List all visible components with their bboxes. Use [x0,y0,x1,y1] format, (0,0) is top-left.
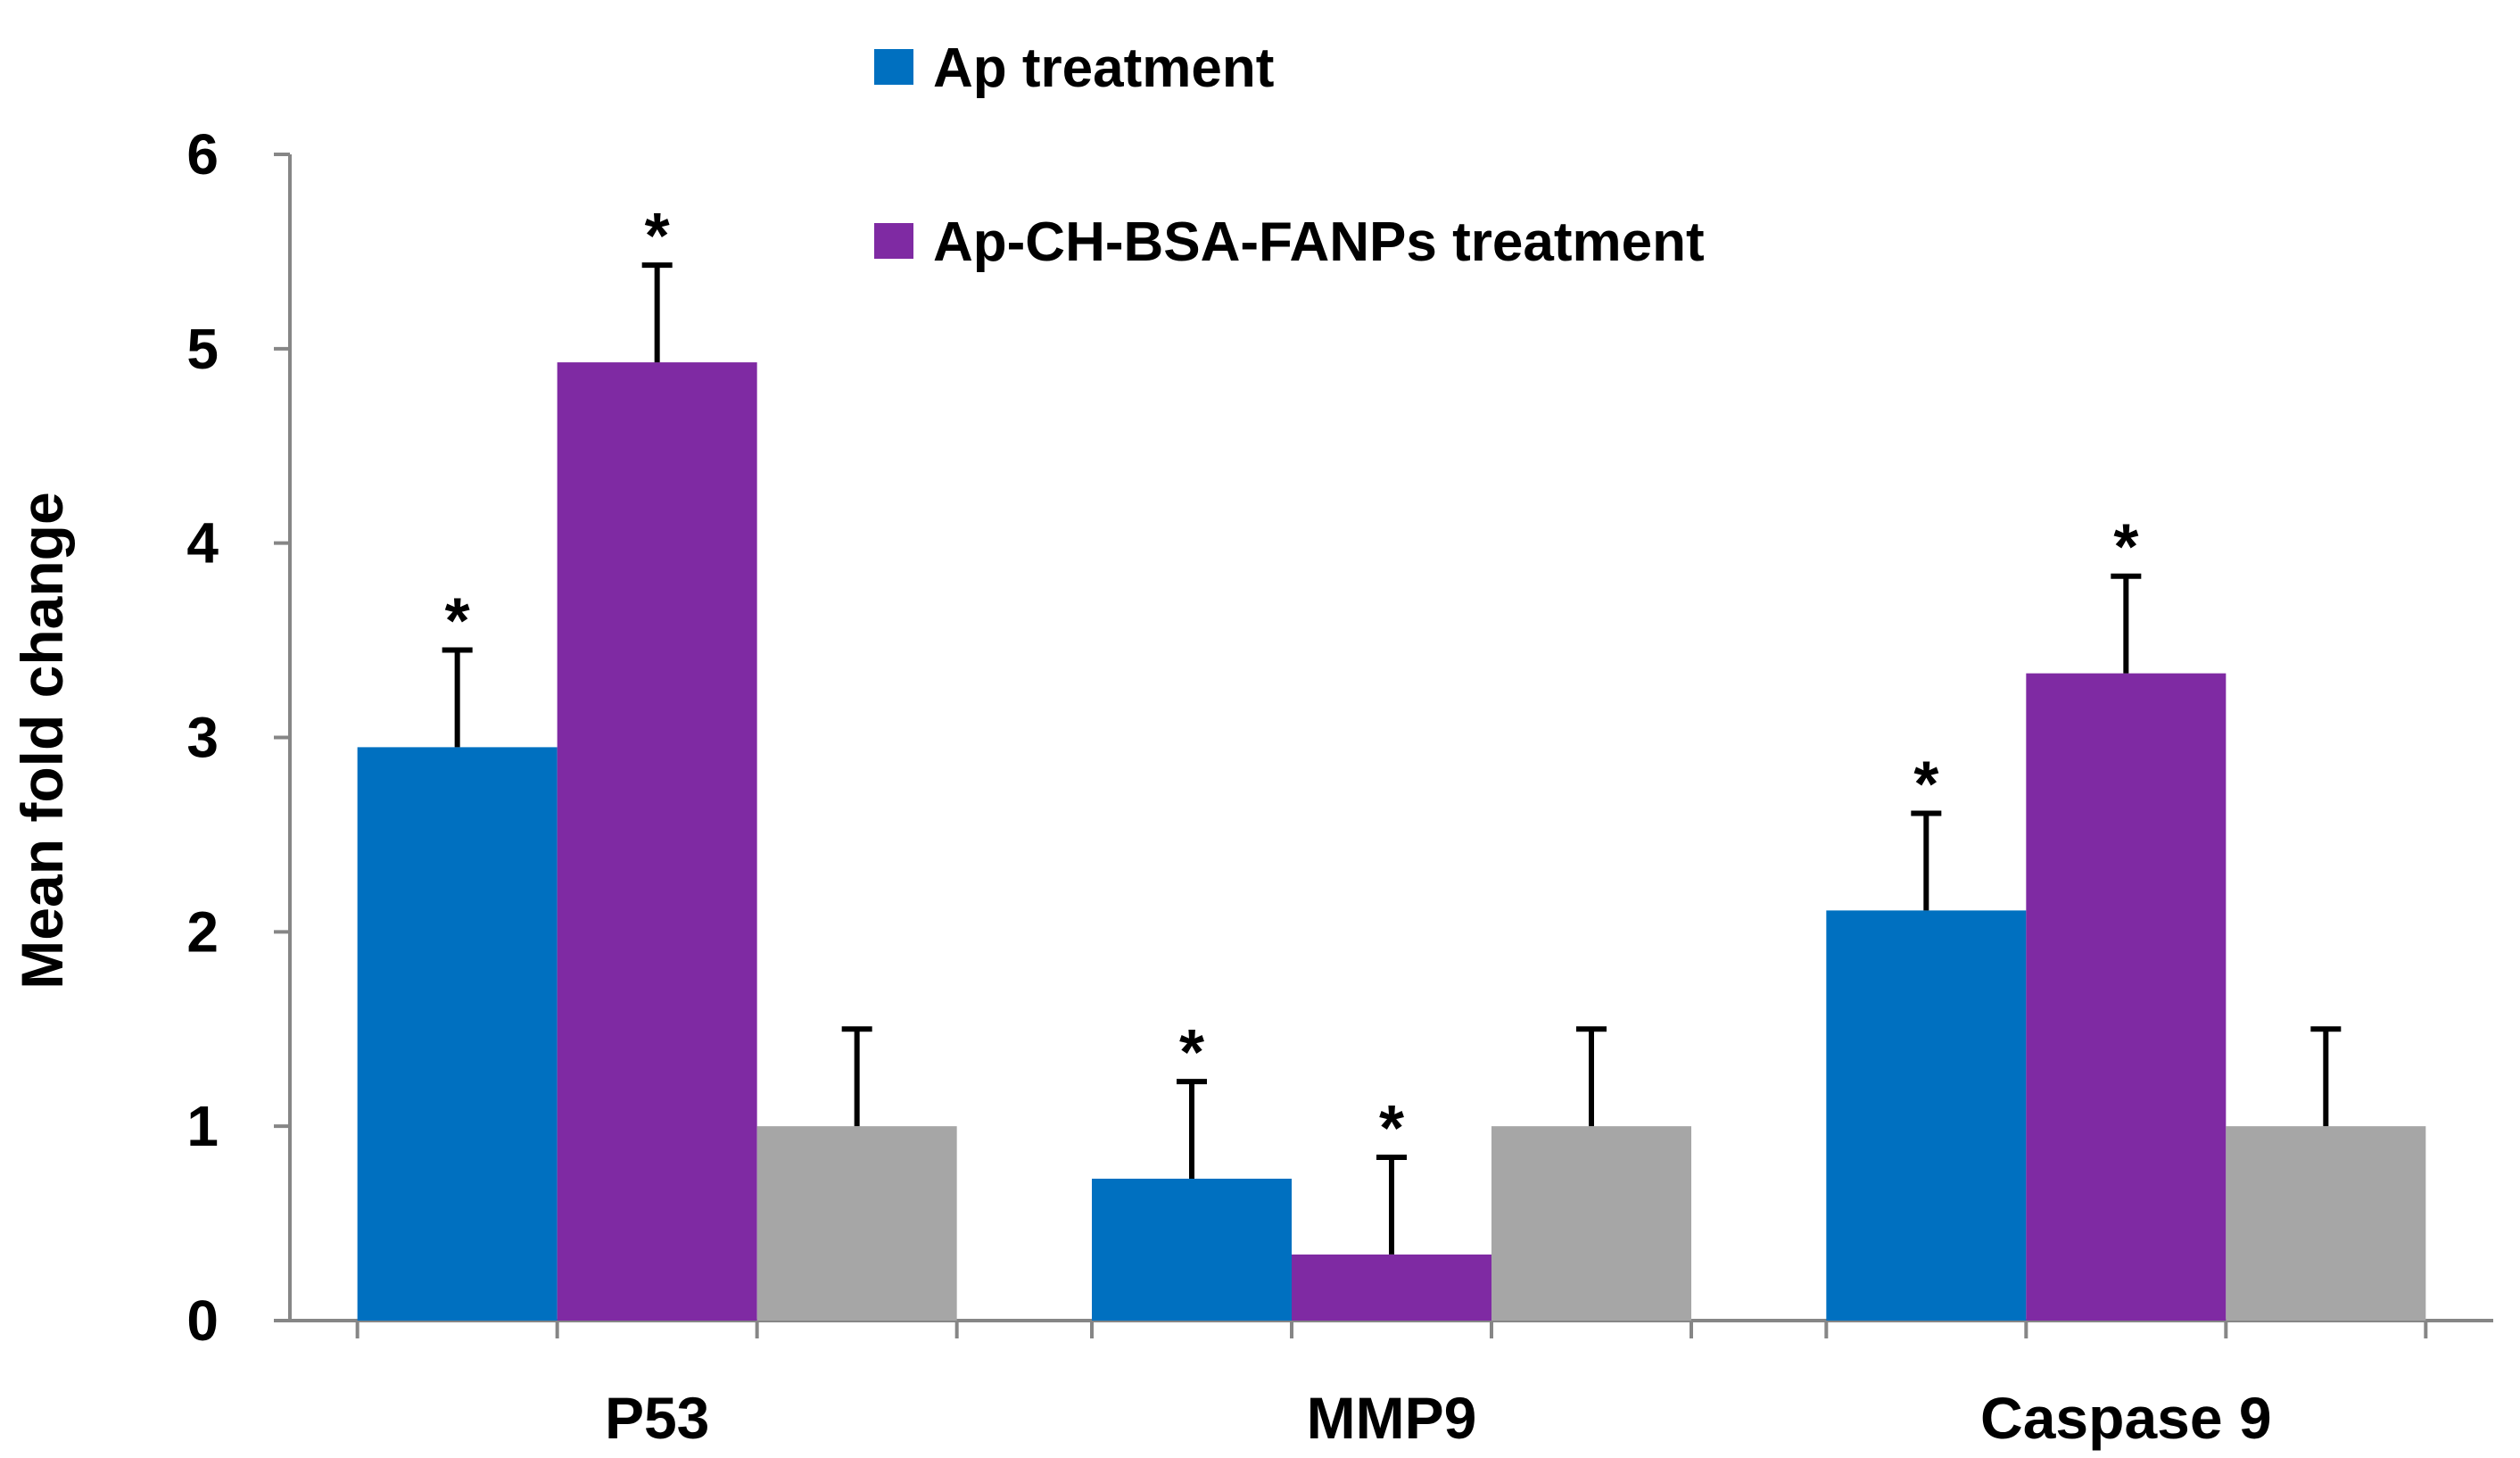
bar [1292,1254,1491,1321]
bar [357,747,558,1321]
y-tick-label: 0 [186,1288,219,1353]
bar [1826,910,2027,1321]
significance-mark: * [1379,1093,1404,1164]
y-tick-label: 1 [186,1094,219,1158]
bars: * * * * * * [357,201,2426,1321]
tick-labels: 0 1 2 3 4 5 6 P53 MMP9 Caspase 9 [186,122,2271,1451]
y-tick-label: 6 [186,122,219,186]
significance-mark: * [2113,512,2138,584]
legend: Ap treatment Ap-CH-BSA-FANPs treatment [874,37,1705,273]
significance-mark: * [1913,749,1938,820]
legend-swatch [874,49,913,85]
significance-mark: * [1179,1017,1204,1089]
bar [1491,1126,1691,1321]
bar [2226,1126,2426,1321]
y-tick-label: 2 [186,899,219,964]
legend-swatch [874,223,913,259]
x-tick-label: P53 [605,1385,709,1451]
bar [1092,1178,1292,1321]
y-tick-label: 5 [186,317,219,381]
bar [756,1126,957,1321]
legend-label: Ap-CH-BSA-FANPs treatment [933,211,1705,273]
bar [557,362,757,1321]
significance-mark: * [445,585,470,657]
y-axis-label: Mean fold change [9,492,75,989]
y-tick-label: 3 [186,706,219,770]
x-tick-label: Caspase 9 [1980,1385,2272,1451]
significance-mark: * [645,201,670,272]
y-tick-label: 4 [186,511,219,576]
bar [2026,673,2227,1321]
legend-label: Ap treatment [933,37,1274,99]
x-tick-label: MMP9 [1307,1385,1477,1451]
